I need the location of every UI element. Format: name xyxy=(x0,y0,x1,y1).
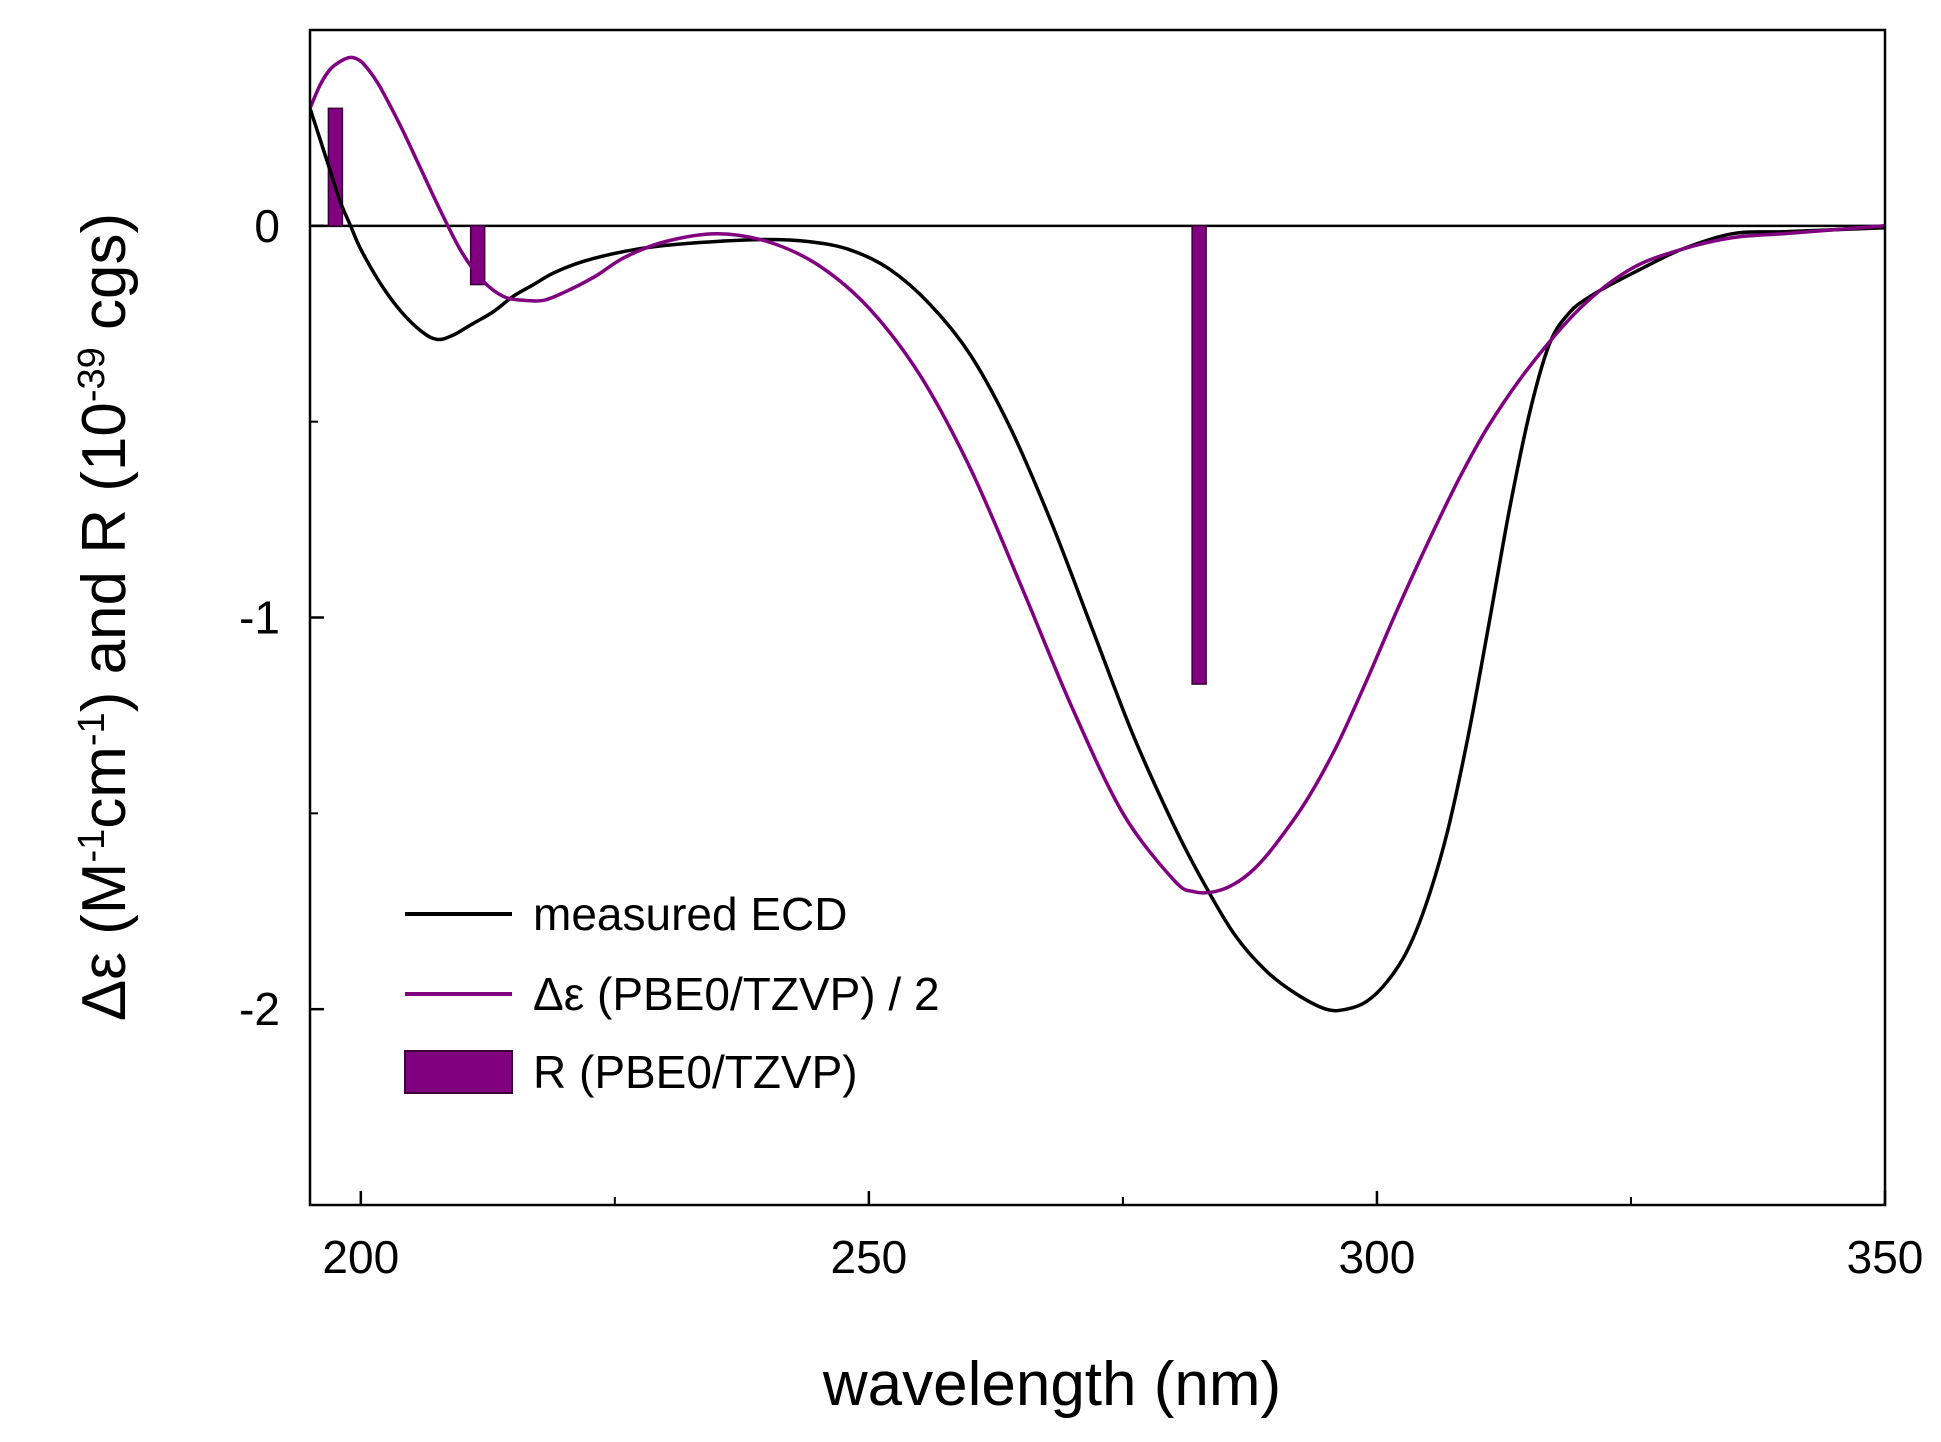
plot-frame xyxy=(308,28,1887,1207)
y-axis-title: Δε (M-1cm-1) and R (10-39 cgs) xyxy=(70,213,139,1021)
bars-group xyxy=(327,107,1207,685)
y-axis-title-sup: -39 xyxy=(71,347,113,402)
rotatory-strength-bar xyxy=(1191,225,1207,685)
x-tick-label: 350 xyxy=(1847,1231,1924,1283)
ticks-group: 200 250 300 350 0 -1 -2 xyxy=(239,29,1924,1283)
legend: measured ECD Δε (PBE0/TZVP) / 2 R (PBE0/… xyxy=(404,888,940,1098)
y-axis-title-part: cgs) xyxy=(70,213,139,347)
y-axis-title-sup: -1 xyxy=(71,712,113,746)
legend-label-calculated: Δε (PBE0/TZVP) / 2 xyxy=(533,968,940,1020)
x-axis-title: wavelength (nm) xyxy=(822,1350,1281,1419)
x-tick-label: 250 xyxy=(830,1231,907,1283)
y-axis-title-sup: -1 xyxy=(71,829,113,863)
x-tick-label: 300 xyxy=(1339,1231,1416,1283)
calculated-ecd-line xyxy=(310,55,1885,895)
lines-group xyxy=(310,55,1885,1013)
y-axis-title-part: Δε (M xyxy=(70,863,139,1022)
y-tick-label: -2 xyxy=(239,983,280,1035)
legend-label-rotatory-strength: R (PBE0/TZVP) xyxy=(533,1046,858,1098)
y-axis-title-part: ) and R (10 xyxy=(70,402,139,712)
y-axis-title-part: cm xyxy=(70,746,139,829)
y-tick-label: 0 xyxy=(254,200,280,252)
legend-label-measured: measured ECD xyxy=(533,888,847,940)
measured-ecd-line xyxy=(310,106,1885,1013)
y-tick-label: -1 xyxy=(239,592,280,644)
x-tick-label: 200 xyxy=(322,1231,399,1283)
legend-swatch-rotatory-strength xyxy=(404,1050,513,1094)
